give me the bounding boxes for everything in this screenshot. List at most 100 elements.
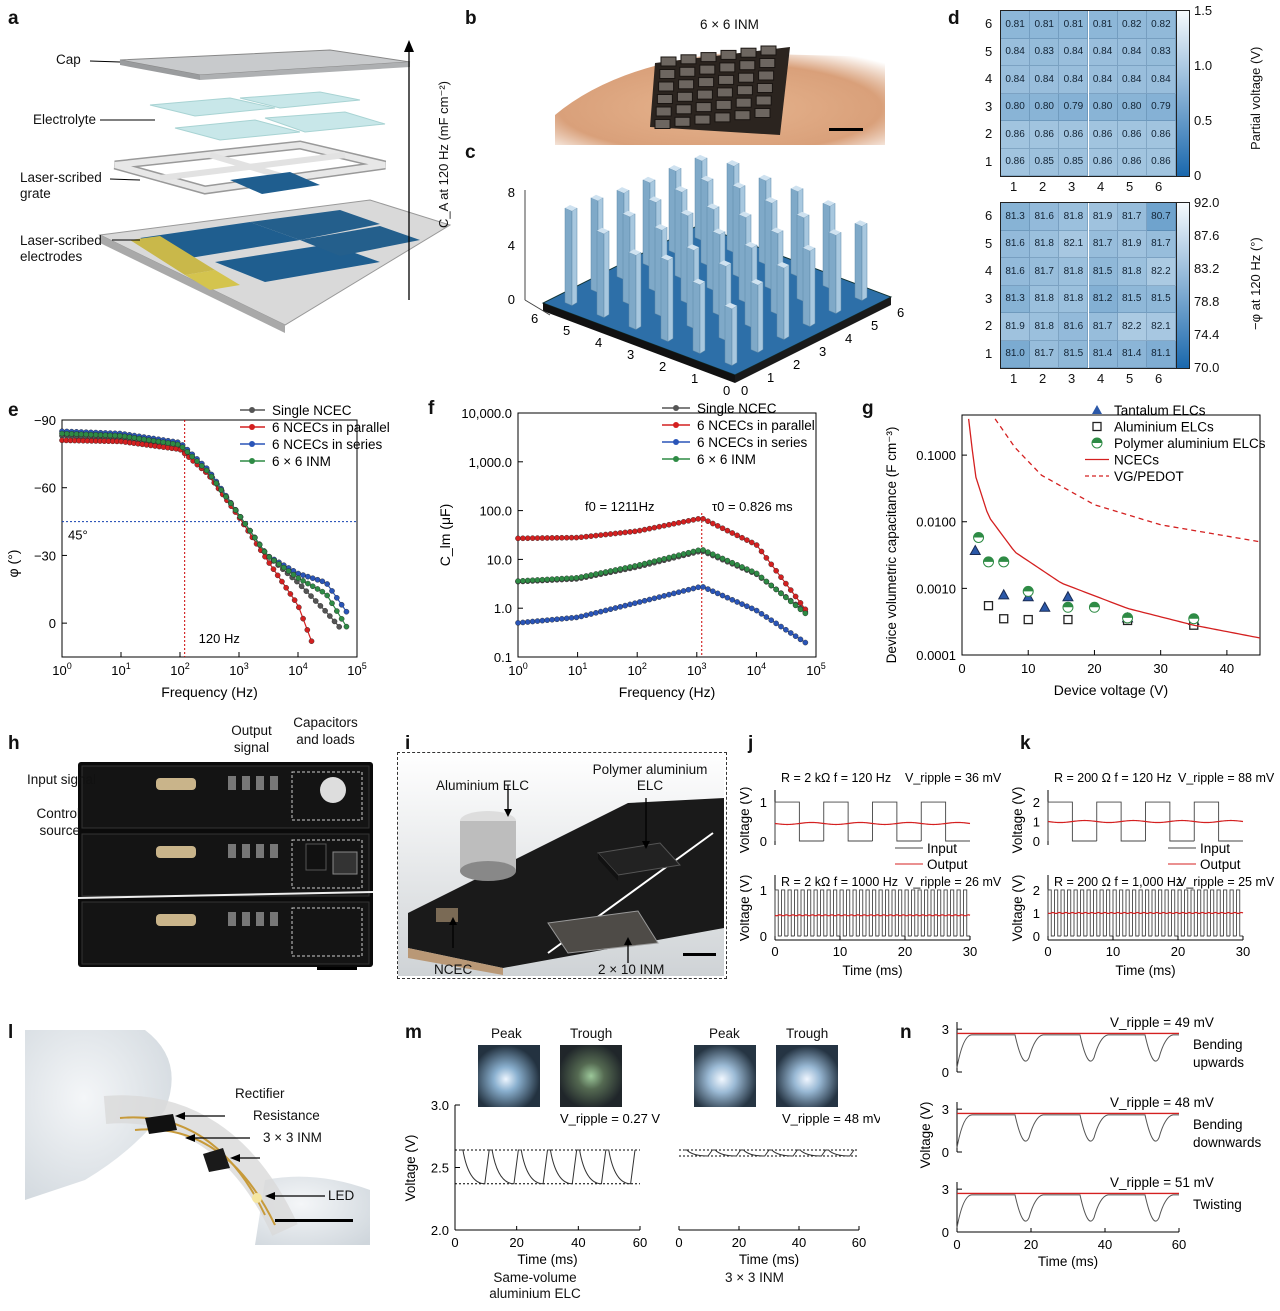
e-point [64, 430, 70, 437]
m-ytick: 3.0 [431, 1100, 449, 1113]
e-point [308, 638, 315, 644]
c-xtick: 5 [871, 318, 878, 333]
e-xtick: 101 [111, 661, 130, 678]
f-point [520, 577, 526, 584]
f-point [792, 602, 799, 609]
f-point [622, 529, 628, 536]
c-bar-top [707, 203, 719, 210]
electrodes-label: Laser-scribed electrodes [20, 233, 102, 264]
jk-ytick: 0 [760, 834, 767, 849]
grate-label: Laser-scribed grate [20, 170, 102, 201]
g-xtick: 40 [1220, 661, 1234, 676]
f-xtick: 101 [568, 661, 587, 678]
heatmap-cell: 81.6 [1001, 230, 1031, 258]
heatmap-cell: 82.1 [1059, 230, 1089, 258]
heatmap-cell: 80.7 [1146, 203, 1176, 231]
f-ytick: 100.0 [479, 504, 512, 519]
heatmap-cell: 0.86 [1117, 121, 1147, 149]
e-point [336, 623, 343, 630]
pcb-cut [78, 891, 373, 899]
f-point [753, 570, 760, 577]
heatmap-cell: 0.81 [1001, 11, 1031, 39]
e-point [203, 467, 210, 474]
f-point [602, 607, 609, 614]
n-xtick: 0 [953, 1237, 960, 1252]
capacitors-loads-label: Capacitors and loads [293, 715, 358, 747]
e-point [68, 431, 75, 437]
heatmap-cell: 81.9 [1088, 203, 1118, 231]
heatmap-cell: 81.5 [1088, 258, 1118, 286]
e-point [97, 432, 104, 438]
heatmap-cell: 0.80 [1001, 93, 1031, 121]
heatmap-cell: 81.7 [1117, 203, 1147, 231]
c-bar-top [681, 209, 693, 216]
jk-xtick: 20 [898, 944, 912, 959]
heatmap-cell: 0.80 [1088, 93, 1118, 121]
e-point [223, 493, 229, 500]
c-bar-top [855, 220, 867, 227]
smd-component [270, 912, 278, 926]
c-bar [571, 207, 578, 306]
c-bar [596, 230, 605, 318]
c-ytick: 0 [723, 383, 730, 395]
f-point [651, 595, 658, 602]
f-point [710, 520, 716, 527]
f-point [680, 588, 687, 594]
colorbar-tick: 78.8 [1194, 294, 1220, 309]
panel-label-a: a [8, 8, 19, 29]
c-bar [603, 230, 610, 318]
n-xtick: 20 [1024, 1237, 1038, 1252]
f-point [797, 636, 804, 643]
c-xtick: 0 [741, 383, 748, 395]
f-point [632, 600, 638, 607]
c-bar [854, 222, 863, 301]
n-xtick: 60 [1172, 1237, 1186, 1252]
f-annot-f0: f0 = 1211Hz [585, 499, 655, 514]
c-ytick: 6 [531, 311, 538, 326]
f-point [568, 615, 575, 621]
e-point [322, 607, 328, 614]
e-point [83, 431, 89, 438]
c-bar-top [771, 227, 783, 234]
heatmap-cell: 0.84 [1146, 66, 1176, 94]
plot-frame [61, 419, 358, 658]
f-point [763, 555, 770, 561]
g-ylabel: Device volumetric capacitance (F cm⁻³) [884, 427, 899, 664]
f-point [787, 630, 794, 636]
e-point [317, 603, 324, 609]
f-point [763, 614, 770, 620]
jk-xtick: 0 [1044, 944, 1051, 959]
heatmap-cell: 0.82 [1117, 11, 1147, 39]
heatmap-cell: 0.83 [1146, 38, 1176, 66]
jk-ripple: V_ripple = 26 mV [905, 875, 1002, 889]
jk-ytick: 1 [1033, 906, 1040, 921]
g-ncecs-curve [967, 418, 1261, 639]
legend-marker [673, 439, 679, 445]
jk-xtick: 20 [1171, 944, 1185, 959]
cap-label: Cap [56, 52, 81, 67]
f-point [539, 576, 546, 583]
inm-cell [694, 114, 711, 125]
f-point [646, 525, 653, 532]
m-xtick: 60 [852, 1235, 866, 1250]
e-point [179, 444, 186, 451]
f-point [758, 610, 765, 617]
inm-cell [696, 89, 713, 100]
g-point-tantalum [997, 588, 1010, 600]
smd-component [242, 776, 250, 790]
e-point [252, 534, 258, 541]
e-legend-label: 6 × 6 INM [272, 454, 331, 469]
f-point [758, 548, 765, 555]
f-point [724, 557, 731, 564]
c-bar [861, 222, 868, 301]
n-xlabel: Time (ms) [1038, 1254, 1098, 1269]
e-point [102, 432, 109, 439]
e-annot-120hz: 120 Hz [199, 631, 240, 646]
heatmap-cell: 0.81 [1059, 11, 1089, 39]
f-point [734, 599, 740, 605]
resistor [156, 846, 196, 858]
n-wave [956, 1034, 1179, 1068]
f-point [578, 613, 585, 620]
closeup-photo [398, 753, 724, 976]
heatmap-cell: 81.7 [1088, 230, 1118, 258]
